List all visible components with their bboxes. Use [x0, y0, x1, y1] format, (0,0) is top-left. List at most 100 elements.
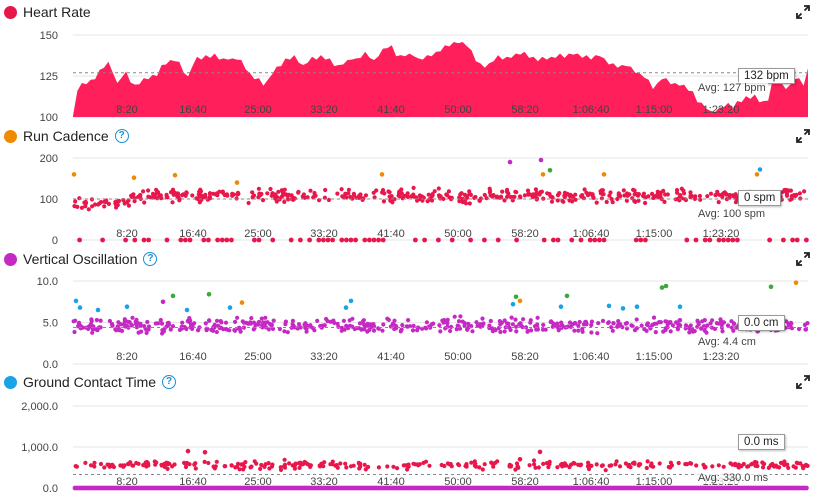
data-point — [786, 188, 791, 193]
data-point — [643, 200, 648, 206]
data-point — [179, 324, 184, 329]
run-cadence-plot[interactable]: 200 100 0 8:20 16:40 25:00 33:20 41:40 50:00 58:2… — [0, 146, 816, 246]
data-point — [514, 237, 519, 243]
data-point — [768, 284, 774, 290]
data-point — [470, 329, 475, 334]
data-point — [252, 459, 257, 464]
data-point — [688, 190, 693, 195]
data-point — [754, 172, 760, 177]
data-point — [462, 323, 467, 328]
data-point — [252, 237, 257, 243]
data-point — [207, 191, 213, 196]
data-point — [730, 237, 736, 243]
data-point — [601, 192, 606, 197]
data-point — [457, 199, 462, 204]
data-point — [335, 191, 340, 196]
data-point — [79, 205, 84, 210]
data-point — [146, 194, 151, 199]
data-point — [348, 298, 354, 304]
data-point — [547, 168, 553, 173]
data-point — [627, 462, 632, 467]
data-point — [449, 237, 455, 243]
data-point — [537, 192, 542, 197]
data-point — [699, 326, 704, 331]
data-point — [481, 321, 486, 326]
data-point — [218, 319, 223, 324]
x-tick-label: 8:20 — [116, 476, 137, 488]
data-point — [611, 321, 616, 326]
data-point — [639, 323, 644, 328]
data-point — [424, 326, 429, 331]
x-tick-label: 58:20 — [511, 228, 539, 240]
data-point — [268, 186, 273, 192]
data-point — [206, 460, 211, 466]
help-icon[interactable]: ? — [143, 252, 158, 266]
data-point — [256, 322, 261, 327]
data-point — [761, 461, 766, 466]
y-tick-label: 2,000.0 — [21, 401, 58, 413]
help-icon[interactable]: ? — [162, 375, 177, 389]
data-point — [363, 467, 368, 472]
data-point — [183, 464, 189, 470]
data-point — [805, 321, 810, 326]
data-point — [560, 323, 565, 328]
data-point — [716, 463, 721, 468]
vertical-oscillation-plot[interactable]: 10.0 5.0 0.0 8:20 16:40 25:00 33:20 41:40 50:00 5… — [0, 269, 816, 369]
heart-rate-plot[interactable]: 150 125 100 8:20 16:40 25:00 33:20 41:40 50:00 58… — [0, 22, 816, 122]
expand-icon[interactable] — [796, 252, 810, 266]
data-point — [594, 200, 599, 205]
data-point — [162, 461, 167, 466]
data-point — [531, 458, 537, 463]
data-point — [589, 330, 594, 335]
data-point — [237, 325, 242, 330]
expand-icon[interactable] — [796, 129, 810, 143]
data-point — [171, 192, 176, 197]
data-point — [214, 191, 220, 196]
data-point — [502, 318, 507, 323]
ground-contact-time-plot[interactable]: 2,000.0 1,000.0 0.0 8:20 16:40 25:00 33:20 41:4… — [0, 392, 816, 495]
data-point — [357, 321, 363, 326]
data-point — [259, 316, 264, 321]
data-point — [510, 301, 516, 307]
data-point — [684, 237, 690, 243]
data-point — [388, 195, 393, 200]
data-point — [634, 326, 640, 331]
data-point — [456, 319, 462, 324]
data-point — [573, 197, 578, 202]
data-point — [321, 464, 326, 469]
data-point — [587, 237, 593, 243]
data-point — [399, 191, 404, 196]
x-tick-label: 1:15:00 — [636, 228, 673, 240]
x-tick-label: 25:00 — [244, 351, 272, 363]
data-point — [658, 320, 664, 325]
x-tick-label: 1:06:40 — [573, 228, 610, 240]
heart-rate-area — [73, 42, 808, 117]
data-point — [502, 329, 507, 334]
data-point — [235, 192, 240, 197]
data-point — [187, 237, 193, 243]
data-point — [215, 237, 221, 243]
data-point — [197, 200, 202, 205]
data-point — [71, 319, 76, 324]
expand-icon[interactable] — [796, 5, 810, 19]
data-point — [183, 193, 188, 198]
x-tick-label: 16:40 — [179, 228, 207, 240]
expand-icon[interactable] — [796, 375, 810, 389]
data-point — [400, 196, 405, 201]
help-icon[interactable]: ? — [114, 129, 129, 143]
data-point — [439, 462, 444, 468]
data-point — [496, 326, 501, 331]
data-point — [201, 237, 207, 243]
data-point — [597, 237, 602, 243]
data-point — [395, 466, 400, 471]
data-point — [467, 201, 472, 206]
data-point — [365, 329, 370, 334]
data-point — [160, 299, 166, 305]
data-point — [220, 189, 225, 194]
data-point — [771, 464, 777, 469]
data-point — [533, 465, 538, 470]
x-tick-label: 58:20 — [511, 104, 539, 116]
data-point — [693, 237, 699, 243]
data-point — [674, 320, 679, 325]
data-point — [797, 191, 803, 196]
